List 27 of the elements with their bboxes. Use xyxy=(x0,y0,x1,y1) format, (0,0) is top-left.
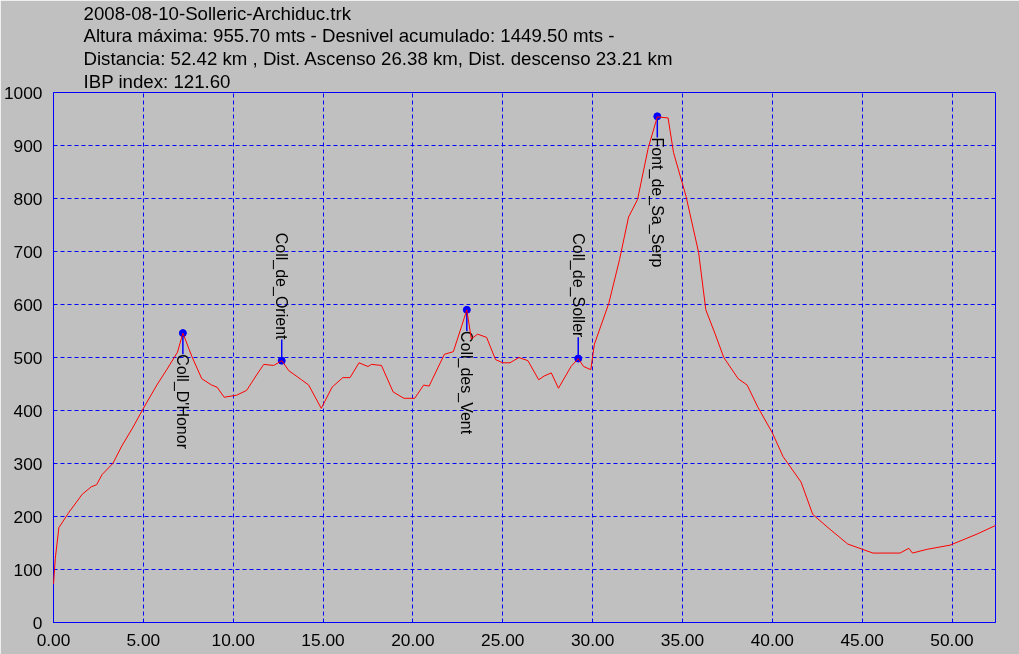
annotation: Coll_de_Soller xyxy=(568,233,587,339)
y-tick-label: 400 xyxy=(13,400,43,421)
x-tick-label: 30.00 xyxy=(570,629,615,650)
x-tick-label: 25.00 xyxy=(481,629,525,650)
x-tick-label: 15.00 xyxy=(301,629,345,650)
x-tick-label: 5.00 xyxy=(126,629,161,650)
annotation: Coll_de_Orient xyxy=(272,232,291,341)
annotation: Coll_D'Honor xyxy=(173,354,192,450)
x-tick-label: 35.00 xyxy=(660,629,705,650)
y-tick-label: 700 xyxy=(13,241,43,262)
annotation: Coll_des_Vent xyxy=(457,331,476,435)
x-tick-label: 40.00 xyxy=(750,629,794,650)
y-tick-label: 500 xyxy=(13,347,43,368)
y-tick-label: 1000 xyxy=(3,82,43,103)
y-tick-label: 300 xyxy=(13,453,43,474)
y-tick-label: 600 xyxy=(13,294,43,315)
x-tick-label: 50.00 xyxy=(930,629,974,650)
x-tick-label: 20.00 xyxy=(391,629,435,650)
annotation: Font_de_Sa_Serp xyxy=(647,137,666,268)
x-tick-label: 45.00 xyxy=(840,629,884,650)
x-tick-label: 10.00 xyxy=(211,629,255,650)
y-tick-label: 900 xyxy=(13,135,43,156)
y-tick-label: 100 xyxy=(13,559,43,580)
y-tick-label: 800 xyxy=(13,188,43,209)
chart-title: 2008-08-10-Solleric-Archiduc.trk xyxy=(83,2,352,24)
chart-subtitle: Altura máxima: 955.70 mts - Desnivel acumulado: 1449.50 mts - Distancia: 52.42 km , Dist. Ascenso 26.38 km, Dist. descenso 23.21 km IBP index: 121.60 xyxy=(83,25,673,93)
y-tick-label: 200 xyxy=(13,506,43,527)
